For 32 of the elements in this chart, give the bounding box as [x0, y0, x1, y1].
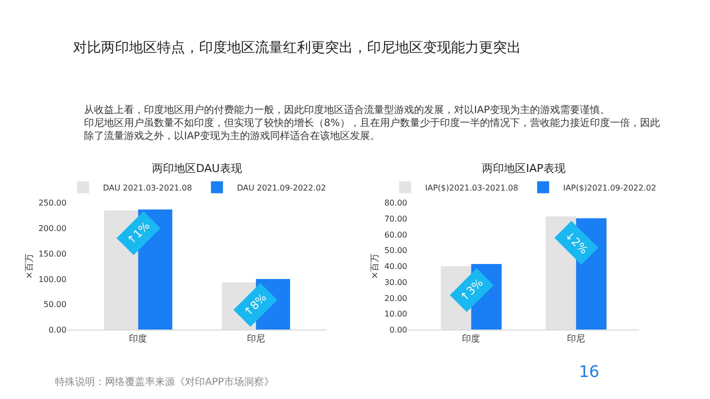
y-tick-label: 200.00	[38, 224, 66, 234]
legend-label: DAU 2021.03-2021.08	[103, 183, 192, 192]
chart-title: 两印地区IAP表现	[482, 162, 566, 175]
x-tick-label: 印尼	[567, 333, 586, 344]
y-tick-label: 250.00	[38, 198, 66, 208]
y-tick-label: 30.00	[384, 278, 408, 287]
y-tick-label: 10.00	[384, 310, 408, 319]
y-axis-title: ×百万	[24, 254, 35, 280]
legend-label: IAP($)2021.03-2021.08	[425, 183, 518, 192]
y-tick-label: 60.00	[384, 230, 408, 240]
y-tick-label: 80.00	[384, 198, 408, 208]
text: 特殊说明：网络覆盖率来源《对印APP市场洞察》	[55, 376, 274, 388]
y-tick-label: 40.00	[384, 262, 408, 272]
chart-title: 两印地区DAU表现	[152, 162, 242, 175]
text: 从收益上看，印度地区用户的付费能力一般，因此印度地区适合流量型游戏的发展，对以IAP变现为主的游戏需要谨慎。	[84, 104, 610, 116]
y-tick-label: 70.00	[384, 214, 408, 224]
text: 印尼地区用户虽数量不如印度，但实现了较快的增长（8%），且在用户数量少于印度一半的情况下，营收能力接近印度一倍，因此除了流量游戏之外，以IAP变现为主的游戏同样适合在该地区发展。	[84, 117, 660, 142]
text: 16	[579, 362, 600, 381]
text: 对比两印地区特点，印度地区流量红利更突出，印尼地区变现能力更突出	[73, 40, 521, 56]
y-tick-label: 0.00	[389, 325, 408, 334]
legend-label: IAP($)2021.09-2022.02	[563, 183, 656, 192]
legend-label: DAU 2021.09-2022.02	[236, 183, 326, 192]
y-tick-label: 150.00	[38, 249, 66, 258]
y-tick-label: 50.00	[384, 246, 408, 256]
y-tick-label: 100.00	[38, 274, 66, 284]
x-tick-label: 印尼	[246, 333, 265, 344]
y-tick-label: 20.00	[384, 294, 408, 303]
y-axis-title: ×百万	[370, 254, 381, 280]
x-tick-label: 印度	[462, 333, 480, 344]
y-tick-label: 50.00	[44, 300, 66, 310]
x-tick-label: 印度	[129, 333, 148, 344]
y-tick-label: 0.00	[48, 325, 66, 334]
